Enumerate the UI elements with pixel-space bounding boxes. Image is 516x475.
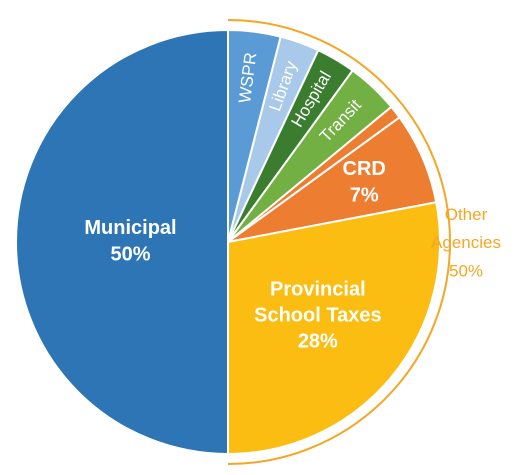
annotation-label: Other Agencies [431,205,501,252]
pie-slice [15,28,229,456]
slice-label: CRD [343,158,386,180]
slice-label: Municipal [84,217,176,239]
slice-value-label: 28% [298,331,338,353]
annotation-bracket [227,19,451,465]
pie-slice [227,201,441,456]
slice-value-label: 50% [110,243,150,265]
slice-value-label: 7% [350,184,379,206]
slice-label: Provincial School Taxes [254,279,381,327]
annotation-value-label: 50% [449,261,483,280]
